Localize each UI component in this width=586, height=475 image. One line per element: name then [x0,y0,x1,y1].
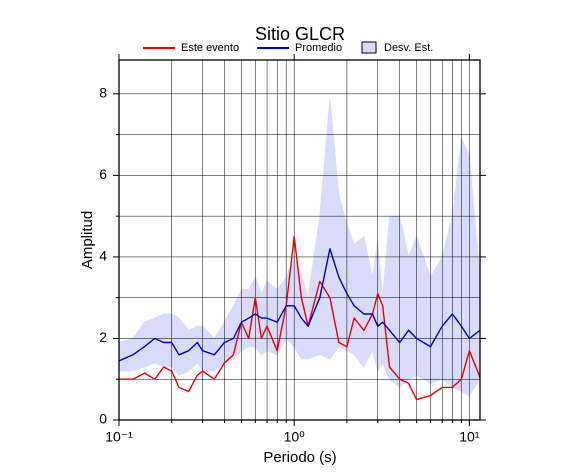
band-segment [389,215,401,389]
data-line [119,235,481,401]
band-segment [178,316,190,376]
band-segment [468,154,481,397]
band-segment [430,255,443,384]
y-tick-label: 0 [99,411,107,427]
x-axis-label: Periodo (s) [263,449,336,466]
band-segment [363,236,373,368]
band-segment [338,195,348,352]
band-segment [224,305,234,364]
band-segment [132,320,145,372]
y-tick-label: 2 [99,329,107,345]
band-segment [319,97,331,360]
plot-frame [118,59,481,421]
y-axis-label: Amplitud [79,211,96,269]
y-tick-label: 6 [99,166,107,182]
x-tick-label: 10⁻¹ [105,429,133,445]
band-segment [377,240,384,373]
chart-title: Sitio GLCR [255,24,345,44]
band-segment [451,138,462,393]
plot-area [118,60,481,421]
legend-swatch [361,41,377,54]
band-segment [118,337,134,372]
band-segment [408,236,418,380]
band-segment [353,235,365,369]
legend-label: Desv. Est. [384,42,433,54]
band-segment [416,236,431,385]
band-segment [441,216,453,389]
band-segment [301,273,309,360]
band-segment [163,313,173,368]
y-tick-label: 4 [99,248,107,264]
legend-label: Este evento [181,42,239,54]
band-segment [202,325,215,372]
x-tick-label: 10⁰ [284,429,306,445]
legend-label: Promedio [295,42,342,54]
data-line [118,248,481,362]
x-tick-label: 10¹ [459,429,480,445]
band-segment [346,224,355,356]
band-segment [213,320,225,372]
band-segment [399,216,410,389]
y-tick-label: 8 [99,85,107,101]
